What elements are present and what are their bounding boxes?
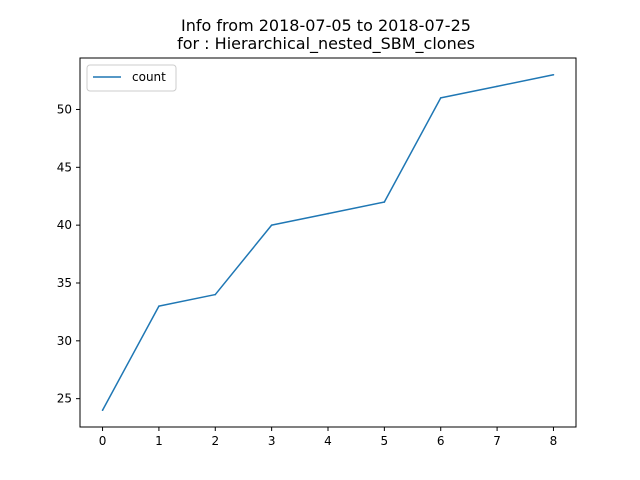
legend-label-count: count <box>132 70 166 84</box>
data-point <box>496 85 498 88</box>
y-tick-label: 25 <box>57 392 72 406</box>
x-tick-label: 0 <box>99 434 107 448</box>
data-point <box>158 305 160 307</box>
data-point <box>439 97 442 99</box>
plot-frame <box>79 57 577 428</box>
data-point <box>383 201 386 203</box>
y-tick-label: 30 <box>57 334 72 348</box>
y-tick-label: 50 <box>57 102 72 116</box>
x-tick-label: 5 <box>381 434 389 448</box>
x-axis: 0 1 2 3 4 5 6 7 8 <box>99 427 558 448</box>
x-tick-label: 1 <box>155 434 163 448</box>
legend: count <box>86 64 177 92</box>
x-tick-label: 3 <box>268 434 276 448</box>
data-point <box>101 409 104 412</box>
x-tick-label: 7 <box>493 434 501 448</box>
x-tick-label: 8 <box>550 434 558 448</box>
x-tick-label: 4 <box>324 434 332 448</box>
x-tick-label: 2 <box>211 434 219 448</box>
data-point <box>270 224 273 226</box>
y-tick-label: 45 <box>57 160 72 174</box>
data-point <box>214 293 217 296</box>
y-tick-label: 35 <box>57 276 72 290</box>
data-point <box>327 212 329 215</box>
chart-title-line-2: for : Hierarchical_nested_SBM_clones <box>177 34 475 54</box>
y-axis: 25 30 35 40 45 50 <box>57 102 80 406</box>
legend-box <box>86 64 177 92</box>
chart-title-line-1: Info from 2018-07-05 to 2018-07-25 <box>181 16 471 35</box>
series-layer <box>101 73 555 412</box>
y-tick-label: 40 <box>57 218 72 232</box>
x-tick-label: 6 <box>437 434 445 448</box>
data-point <box>552 73 555 76</box>
